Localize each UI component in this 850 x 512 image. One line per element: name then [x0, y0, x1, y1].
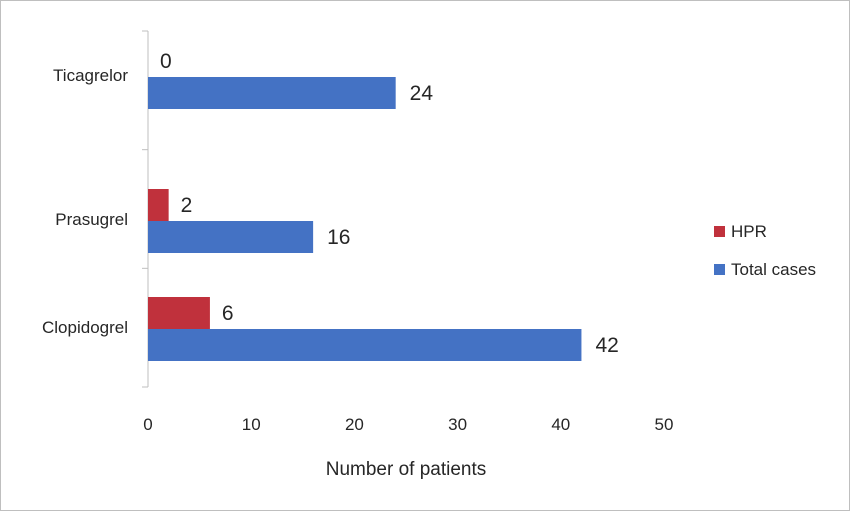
category-label-ticagrelor: Ticagrelor	[53, 66, 128, 85]
data-label-total-cases-clopidogrel: 42	[595, 334, 618, 357]
bars	[148, 77, 582, 361]
legend-swatch-total-cases	[714, 264, 725, 275]
legend-label-hpr: HPR	[731, 222, 767, 241]
category-label-prasugrel: Prasugrel	[55, 210, 128, 229]
legend: HPR Total cases	[714, 222, 816, 279]
x-tick-label: 20	[345, 415, 364, 434]
x-tick-label: 0	[143, 415, 152, 434]
x-axis-title: Number of patients	[326, 459, 487, 480]
x-tick-label: 10	[242, 415, 261, 434]
x-tick-label: 30	[448, 415, 467, 434]
bar-hpr-clopidogrel	[148, 297, 210, 329]
y-axis-ticks	[142, 30, 148, 388]
data-label-total-cases-ticagrelor: 24	[410, 82, 434, 105]
bar-total-cases-clopidogrel	[148, 329, 582, 361]
data-label-hpr-clopidogrel: 6	[222, 302, 234, 325]
x-tick-labels: 0 10 20 30 40 50	[143, 415, 673, 434]
data-label-hpr-ticagrelor: 0	[160, 50, 172, 73]
bar-total-cases-prasugrel	[148, 221, 314, 253]
x-tick-label: 40	[551, 415, 570, 434]
x-tick-label: 50	[655, 415, 674, 434]
legend-label-total-cases: Total cases	[731, 260, 816, 279]
data-label-total-cases-prasugrel: 16	[327, 226, 350, 249]
category-labels: Ticagrelor Prasugrel Clopidogrel	[42, 66, 128, 337]
bar-total-cases-ticagrelor	[148, 77, 396, 109]
category-label-clopidogrel: Clopidogrel	[42, 318, 128, 337]
data-label-hpr-prasugrel: 2	[181, 194, 193, 217]
bar-hpr-prasugrel	[148, 189, 169, 221]
legend-swatch-hpr	[714, 226, 725, 237]
data-labels: 0 24 2 16 6 42	[160, 50, 619, 357]
